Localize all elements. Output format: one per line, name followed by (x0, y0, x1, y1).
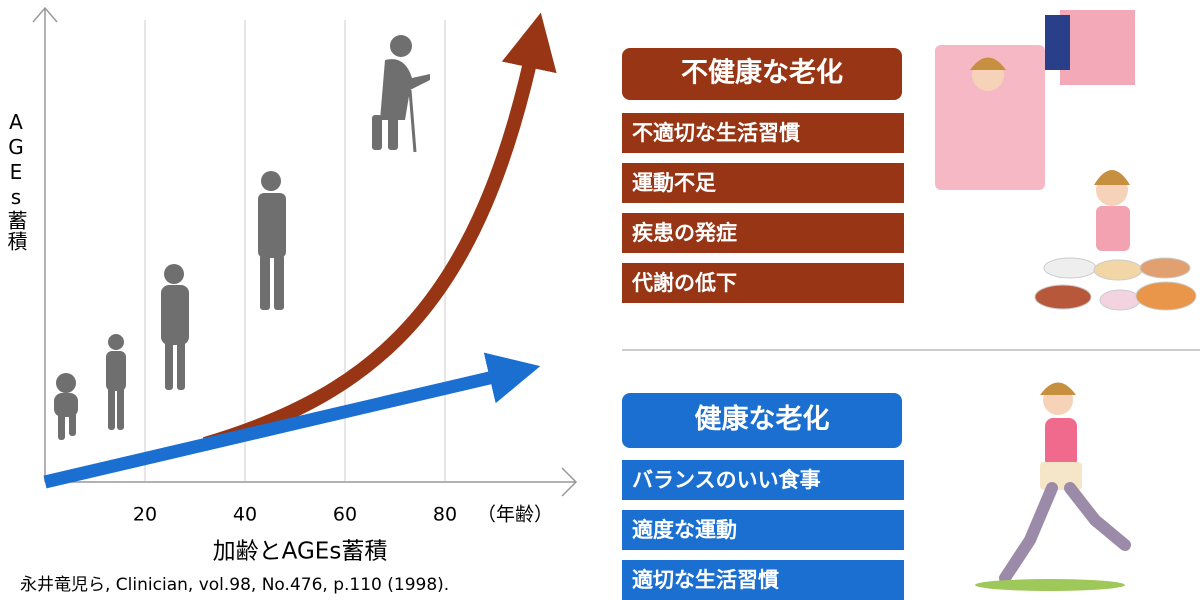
group-title-box (622, 393, 902, 448)
group-title: 健康な老化 (695, 403, 830, 435)
item-box (622, 460, 904, 500)
item-box (622, 560, 904, 600)
item-text: 代謝の低下 (631, 271, 737, 295)
item-text: バランスのいい食事 (632, 468, 821, 492)
citation: 永井竜児ら, Clinician, vol.98, No.476, p.110 … (20, 575, 449, 595)
item-text: 疾患の発症 (632, 221, 737, 245)
chart-title: 加齢とAGEs蓄積 (213, 539, 388, 565)
illustration-food (1034, 170, 1197, 311)
boxes: 不健康な老化不適切な生活習慣運動不足疾患の発症代謝の低下健康な老化バランスのいい… (622, 48, 904, 600)
x-tick-label: 20 (133, 504, 157, 526)
x-tick-label: 40 (233, 504, 257, 526)
item-box (622, 263, 904, 303)
item-box (622, 213, 904, 253)
y-axis-label: AGEs蓄積 (4, 110, 28, 252)
item-box (622, 510, 904, 550)
y-axis (32, 6, 58, 482)
group-title-box (622, 48, 902, 100)
healthy-arrow (43, 352, 541, 489)
item-text: 運動不足 (632, 171, 716, 195)
group-title: 不健康な老化 (681, 57, 843, 89)
silhouettes (54, 35, 430, 440)
x-axis (45, 467, 578, 497)
grid: 20 40 60 80 (133, 20, 457, 526)
x-tick-label: 80 (433, 504, 457, 526)
unhealthy-arrow (203, 12, 557, 451)
x-unit: （年齢） (477, 504, 553, 526)
item-text: 適度な運動 (632, 518, 737, 542)
y-label-wrap: AGEs蓄積 (4, 110, 28, 252)
x-tick-label: 60 (333, 504, 357, 526)
item-text: 不適切な生活習慣 (632, 121, 800, 145)
illustration-bed (935, 10, 1135, 190)
illustration-runner (975, 382, 1131, 591)
item-text: 適切な生活習慣 (632, 568, 779, 592)
item-box (622, 163, 904, 203)
item-box (622, 113, 904, 153)
